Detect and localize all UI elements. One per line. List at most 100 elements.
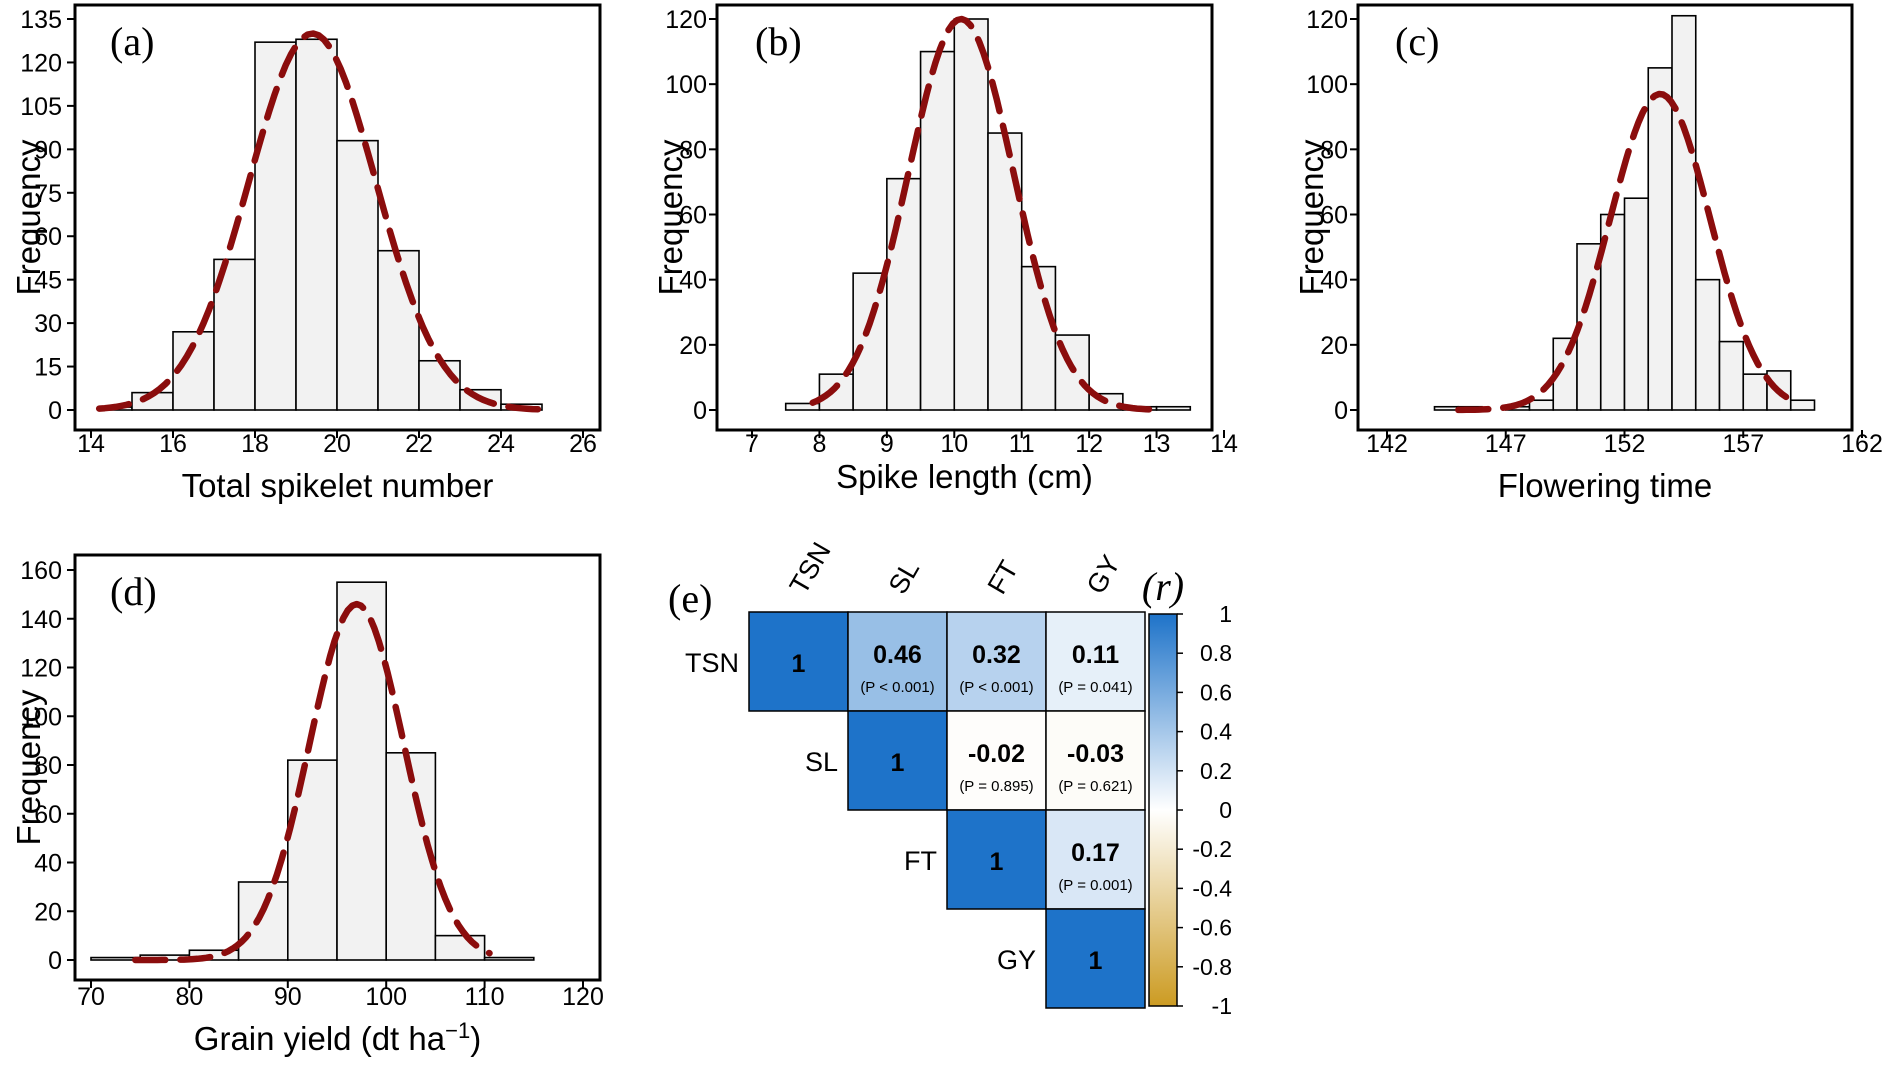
histogram-bar — [385, 752, 437, 961]
histogram-bar — [418, 359, 461, 411]
panel-tag: (a) — [110, 19, 154, 64]
histogram-bar — [1155, 405, 1192, 411]
histogram-bar — [1623, 197, 1650, 411]
y-tick-label: 40 — [1320, 267, 1348, 295]
x-tick-label: 12 — [1075, 430, 1103, 458]
y-tick-label: 80 — [34, 752, 62, 780]
y-axis-title: Frequency — [1293, 139, 1330, 295]
histogram-bar — [237, 881, 289, 961]
correlation-value: 0.46 — [873, 641, 922, 669]
y-tick-label: 45 — [34, 267, 62, 295]
y-tick-label: 140 — [20, 606, 62, 634]
row-label: TSN — [685, 648, 739, 678]
y-tick-label: 120 — [20, 655, 62, 683]
y-tick-label: 20 — [1320, 332, 1348, 360]
histogram-bar — [919, 50, 956, 411]
x-tick-label: 10 — [940, 430, 968, 458]
colorbar-tick-label: -0.4 — [1192, 875, 1232, 901]
histogram-bar — [1528, 399, 1555, 411]
x-tick-label: 162 — [1841, 430, 1883, 458]
correlation-value: 0.17 — [1071, 839, 1120, 867]
y-tick-label: 120 — [665, 6, 707, 34]
colorbar-title: (r) — [1142, 564, 1184, 609]
panel-tag: (c) — [1395, 19, 1439, 64]
x-tick-label: 70 — [77, 983, 105, 1011]
y-axis-title: Frequency — [10, 139, 47, 295]
correlation-cell — [847, 710, 948, 811]
correlation-value: 0.32 — [972, 641, 1021, 669]
y-tick-label: 40 — [34, 850, 62, 878]
x-tick-label: 20 — [323, 430, 351, 458]
y-tick-label: 60 — [34, 801, 62, 829]
correlation-value: 1 — [792, 650, 806, 678]
colorbar-tick-label: 0.8 — [1200, 640, 1232, 666]
x-axis-title: Total spikelet number — [182, 467, 494, 504]
y-tick-label: 135 — [20, 6, 62, 34]
p-value-label: (P < 0.001) — [860, 679, 934, 696]
colorbar — [1148, 613, 1178, 1007]
x-axis-title: Flowering time — [1498, 467, 1713, 504]
y-tick-label: 0 — [48, 947, 62, 975]
x-axis-title: Grain yield (dt ha−1) — [194, 1018, 481, 1058]
column-label: SL — [883, 555, 925, 599]
correlation-value: 1 — [891, 749, 905, 777]
correlation-cell — [1045, 908, 1146, 1009]
x-tick-label: 80 — [175, 983, 203, 1011]
y-tick-label: 20 — [679, 332, 707, 360]
correlation-value: 0.11 — [1072, 641, 1119, 669]
correlation-cell — [1045, 611, 1146, 712]
x-tick-label: 26 — [569, 430, 597, 458]
histogram-bar — [886, 177, 922, 411]
colorbar-tick-label: -0.2 — [1192, 836, 1232, 862]
x-tick-label: 9 — [880, 430, 894, 458]
plot-frame — [73, 553, 602, 982]
panel-tag: (d) — [110, 569, 157, 614]
plot-frame — [715, 3, 1214, 432]
histogram-bar — [818, 373, 854, 411]
x-axis-title-superscript: −1 — [445, 1018, 470, 1043]
x-tick-label: 11 — [1009, 430, 1035, 458]
y-tick-label: 20 — [34, 898, 62, 926]
y-tick-label: 100 — [1306, 71, 1348, 99]
histogram-panel-a: 0 15 30 45 60 75 90 105 120 135 14 16 18 20 22 24 26 (a) F… — [10, 3, 602, 504]
plot-frame — [1356, 3, 1854, 432]
y-tick-label: 15 — [34, 354, 62, 382]
histogram-bar — [953, 18, 989, 411]
y-tick-label: 160 — [20, 557, 62, 585]
histogram-bar — [1647, 67, 1673, 411]
colorbar-tick-label: -0.6 — [1192, 915, 1232, 941]
x-axis-title-end: ) — [470, 1020, 481, 1057]
colorbar-tick-label: -1 — [1212, 993, 1232, 1019]
density-curve — [809, 15, 1167, 414]
histogram-bar — [852, 272, 888, 411]
p-value-label: (P < 0.001) — [959, 679, 1033, 696]
histogram-bar — [1694, 278, 1721, 411]
x-tick-label: 7 — [745, 430, 759, 458]
x-tick-label: 8 — [812, 430, 826, 458]
correlation-value: -0.02 — [968, 740, 1025, 768]
histogram-bar — [336, 139, 379, 411]
colorbar-tick-label: 0.2 — [1200, 758, 1232, 784]
y-tick-label: 30 — [34, 310, 62, 338]
density-curve — [1455, 90, 1790, 414]
y-axis-title: Frequency — [652, 139, 689, 295]
x-tick-label: 14 — [77, 430, 105, 458]
histogram-bar — [1718, 340, 1745, 411]
y-tick-label: 60 — [1320, 202, 1348, 230]
histogram-bar — [1742, 373, 1768, 411]
colorbar-tick-label: 0 — [1219, 797, 1232, 823]
panel-tag: (e) — [668, 576, 712, 621]
correlation-cell — [1045, 710, 1146, 811]
histogram-panel-b: 0 20 40 60 80 100 120 7 8 9 10 11 12 13 14 (b) Frequency… — [652, 3, 1238, 495]
histogram-bar — [1020, 265, 1057, 411]
x-tick-label: 18 — [241, 430, 269, 458]
y-tick-label: 40 — [679, 267, 707, 295]
correlation-value: -0.03 — [1067, 740, 1124, 768]
density-curve — [95, 30, 542, 413]
correlation-cell — [946, 809, 1047, 910]
histogram-bar — [377, 249, 420, 411]
column-label: FT — [982, 555, 1024, 599]
x-tick-label: 22 — [405, 430, 433, 458]
colorbar-tick-label: 1 — [1219, 601, 1232, 627]
